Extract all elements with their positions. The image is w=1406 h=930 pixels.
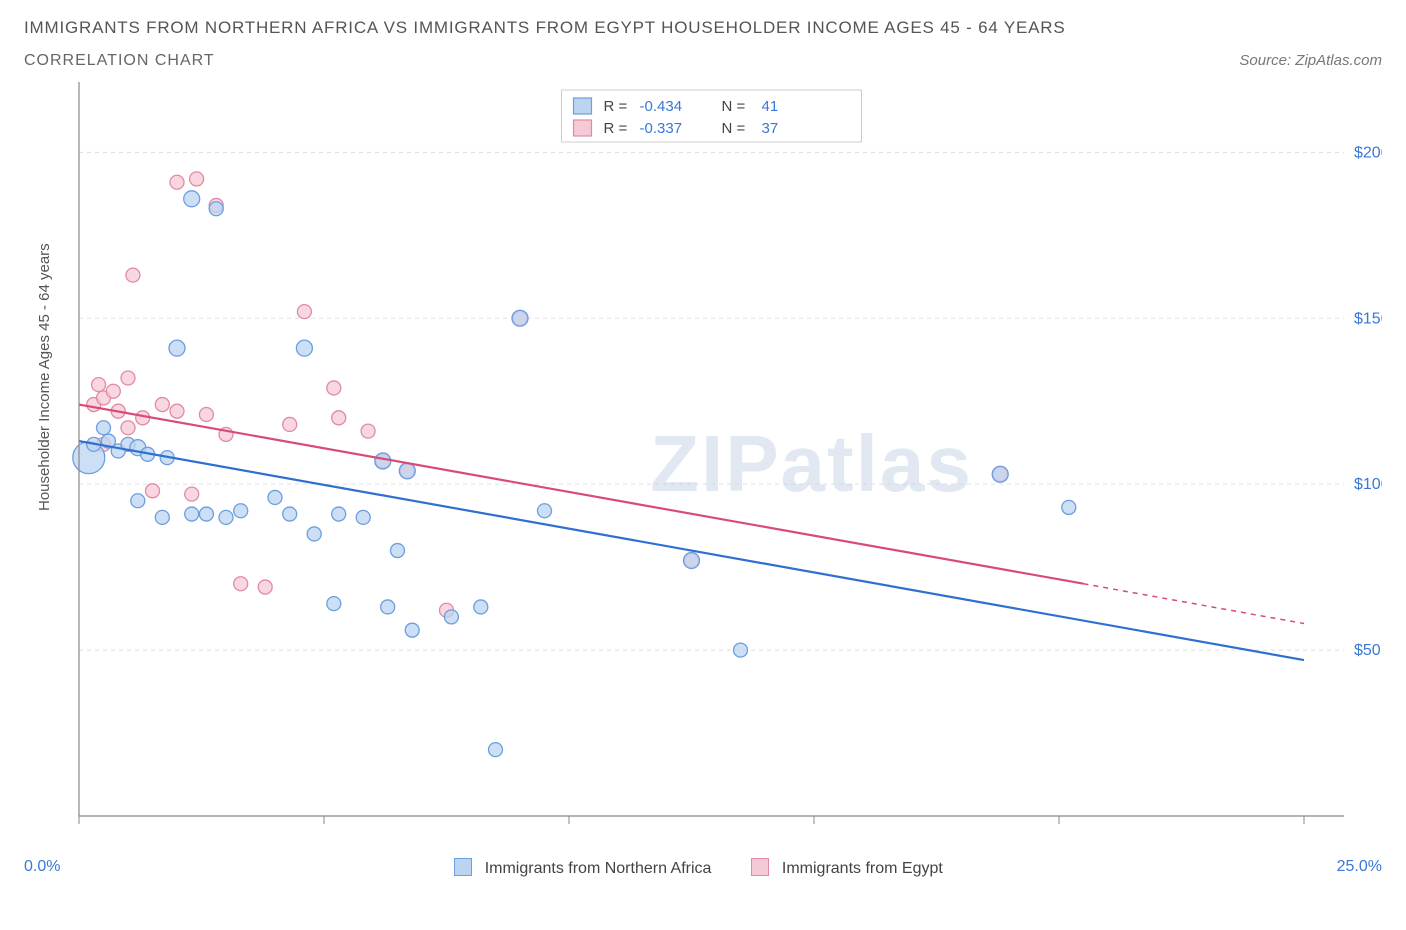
bottom-legend: Immigrants from Northern Africa Immigran… <box>454 858 943 878</box>
svg-text:-0.434: -0.434 <box>640 98 683 115</box>
legend-item-northern-africa: Immigrants from Northern Africa <box>454 858 711 878</box>
svg-text:$100,000: $100,000 <box>1354 476 1382 493</box>
x-axis-min-label: 0.0% <box>24 858 60 876</box>
svg-text:41: 41 <box>762 98 779 115</box>
svg-text:N =: N = <box>722 98 746 115</box>
page-title: IMMIGRANTS FROM NORTHERN AFRICA VS IMMIG… <box>24 18 1382 38</box>
svg-text:Householder Income Ages 45 - 6: Householder Income Ages 45 - 64 years <box>36 243 53 511</box>
legend-swatch-blue <box>454 858 472 876</box>
svg-text:37: 37 <box>762 120 779 137</box>
svg-text:R =: R = <box>604 120 628 137</box>
svg-text:$150,000: $150,000 <box>1354 310 1382 327</box>
svg-text:$200,000: $200,000 <box>1354 144 1382 161</box>
x-axis-max-label: 25.0% <box>1337 858 1382 876</box>
chart-header: IMMIGRANTS FROM NORTHERN AFRICA VS IMMIG… <box>0 0 1406 70</box>
source-credit: Source: ZipAtlas.com <box>1239 52 1382 69</box>
svg-text:ZIPatlas: ZIPatlas <box>650 419 973 508</box>
legend-swatch-pink <box>751 858 769 876</box>
chart-container: $50,000 $100,000 $150,000 $200,000 ZIPatlas H… <box>24 76 1382 856</box>
x-axis-label-row: 0.0% Immigrants from Northern Africa Imm… <box>24 856 1382 878</box>
svg-text:-0.337: -0.337 <box>640 120 683 137</box>
legend-item-egypt: Immigrants from Egypt <box>751 858 942 878</box>
page-subtitle: CORRELATION CHART <box>24 52 215 70</box>
correlation-scatter-chart: $50,000 $100,000 $150,000 $200,000 ZIPatlas H… <box>24 76 1382 856</box>
svg-text:$50,000: $50,000 <box>1354 642 1382 659</box>
svg-text:N =: N = <box>722 120 746 137</box>
svg-text:R =: R = <box>604 98 628 115</box>
